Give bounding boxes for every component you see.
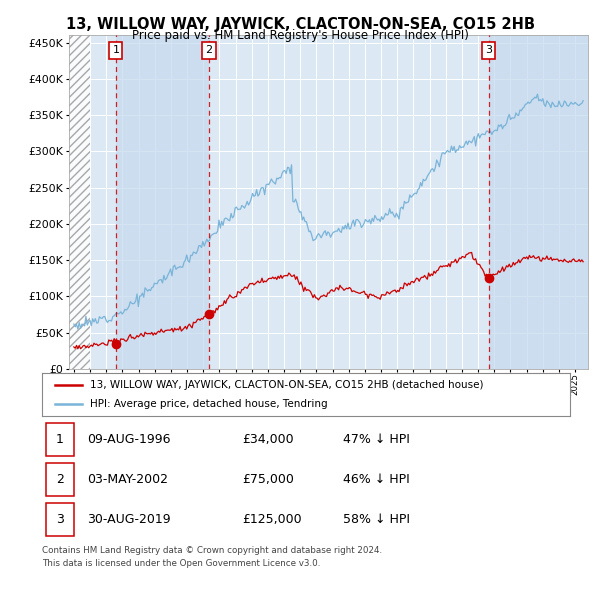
Text: HPI: Average price, detached house, Tendring: HPI: Average price, detached house, Tend… bbox=[89, 399, 327, 409]
Text: 2: 2 bbox=[205, 45, 212, 55]
Text: This data is licensed under the Open Government Licence v3.0.: This data is licensed under the Open Gov… bbox=[42, 559, 320, 568]
Bar bbox=[69, 35, 90, 369]
FancyBboxPatch shape bbox=[46, 463, 74, 496]
Text: 09-AUG-1996: 09-AUG-1996 bbox=[87, 433, 170, 446]
Bar bbox=[489, 35, 588, 369]
FancyBboxPatch shape bbox=[46, 503, 74, 536]
Text: 2: 2 bbox=[56, 473, 64, 486]
Text: £125,000: £125,000 bbox=[242, 513, 302, 526]
Text: 1: 1 bbox=[56, 433, 64, 446]
Text: 58% ↓ HPI: 58% ↓ HPI bbox=[343, 513, 410, 526]
Text: 46% ↓ HPI: 46% ↓ HPI bbox=[343, 473, 410, 486]
Text: 1: 1 bbox=[112, 45, 119, 55]
Text: £75,000: £75,000 bbox=[242, 473, 295, 486]
Text: £34,000: £34,000 bbox=[242, 433, 294, 446]
Text: 03-MAY-2002: 03-MAY-2002 bbox=[87, 473, 168, 486]
Text: 30-AUG-2019: 30-AUG-2019 bbox=[87, 513, 170, 526]
Text: 47% ↓ HPI: 47% ↓ HPI bbox=[343, 433, 410, 446]
Text: 3: 3 bbox=[56, 513, 64, 526]
Text: 13, WILLOW WAY, JAYWICK, CLACTON-ON-SEA, CO15 2HB (detached house): 13, WILLOW WAY, JAYWICK, CLACTON-ON-SEA,… bbox=[89, 380, 483, 390]
Text: Contains HM Land Registry data © Crown copyright and database right 2024.: Contains HM Land Registry data © Crown c… bbox=[42, 546, 382, 555]
Text: 13, WILLOW WAY, JAYWICK, CLACTON-ON-SEA, CO15 2HB: 13, WILLOW WAY, JAYWICK, CLACTON-ON-SEA,… bbox=[65, 17, 535, 31]
Text: 3: 3 bbox=[485, 45, 492, 55]
Bar bbox=[116, 35, 209, 369]
Text: Price paid vs. HM Land Registry's House Price Index (HPI): Price paid vs. HM Land Registry's House … bbox=[131, 30, 469, 42]
FancyBboxPatch shape bbox=[46, 423, 74, 456]
